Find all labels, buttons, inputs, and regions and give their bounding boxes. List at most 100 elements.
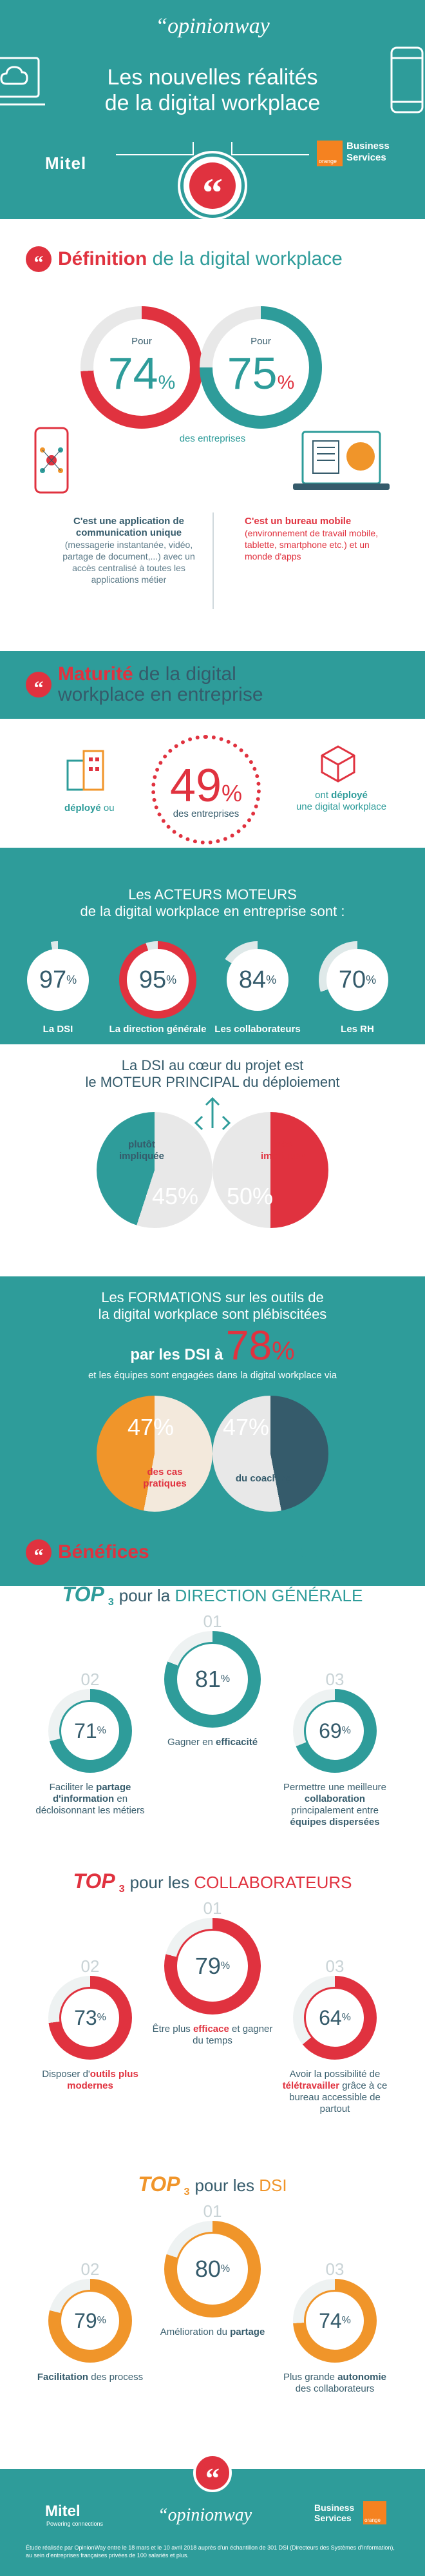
acteur-value: 84	[238, 966, 267, 993]
benefice-pct: %	[341, 2315, 351, 2326]
benefice-value: 79	[74, 2308, 97, 2332]
rank-label: 03	[325, 2259, 345, 2279]
quote-badge: “	[180, 153, 245, 218]
formations-value: par les DSI à 78%	[130, 1322, 295, 1369]
acteurs-title: Les ACTEURS MOTEURS de la digital workpl…	[80, 886, 345, 919]
arrows-up-icon	[194, 1097, 231, 1131]
benefices-title: “ Bénéfices de la digital workplace	[26, 1539, 345, 1566]
benefices-group-title: TOP 3 pour les DSI	[0, 2172, 425, 2198]
rank-label: 02	[80, 1670, 100, 1689]
dsi-right-pie: très impliquée 50%	[212, 1112, 328, 1228]
cube-network-icon	[321, 745, 355, 783]
definition-right-ring: Pour 75%	[200, 306, 322, 429]
benefice-ring: 64%	[293, 1976, 377, 2060]
laptop-globe-icon	[293, 431, 390, 490]
acteur-value: 95	[138, 966, 167, 993]
smartphone-icon	[390, 46, 424, 113]
formations-title: Les FORMATIONS sur les outils de la digi…	[98, 1289, 327, 1322]
phone-network-icon	[34, 427, 69, 494]
maturite-left-text: déployé ou	[64, 803, 115, 814]
three-label: 3	[108, 1597, 114, 1608]
benefice-pct: %	[220, 1673, 231, 1684]
formations-left-pie: 47% des cas pratiques	[97, 1396, 212, 1512]
benefice-text: Plus grande autonomie des collaborateurs	[283, 2372, 387, 2394]
acteur-ring: 95%	[119, 941, 196, 1019]
orange-logo: orange	[317, 141, 343, 166]
des-entreprises-label: des entreprises	[179, 433, 246, 444]
quote-icon: “	[26, 1539, 52, 1566]
benefice-value: 79	[194, 1953, 221, 1979]
footer-mitel-sub: Powering connections	[46, 2521, 104, 2527]
acteur-ring: 97%	[19, 941, 97, 1019]
benefice-text: Gagner en efficacité	[167, 1737, 258, 1748]
group-pour: pour les	[194, 2176, 260, 2195]
acteur-label: Les RH	[341, 1024, 374, 1035]
rank-label: 03	[325, 1956, 345, 1976]
opinionway-logo: “opinionway	[155, 14, 270, 38]
benefice-ring: 80%	[164, 2221, 261, 2317]
benefice-text: Amélioration du partage	[160, 2327, 265, 2337]
benefice-pct: %	[341, 1725, 351, 1736]
benefice-value: 64	[319, 2005, 342, 2029]
group-name: COLLABORATEURS	[194, 1873, 352, 1892]
group-pour: pour la	[118, 1586, 175, 1605]
acteur-label: Les collaborateurs	[214, 1024, 301, 1035]
benefice-text: Disposer d'outils plus modernes	[42, 2069, 138, 2091]
group-name: DSI	[259, 2176, 287, 2195]
formations-right-pie: 47% du coaching	[212, 1396, 328, 1512]
benefice-value: 81	[194, 1666, 221, 1692]
footer-mitel-logo: Mitel	[45, 2503, 80, 2520]
footer-quote-badge: “	[193, 2454, 232, 2494]
benefice-text: Faciliter le partage d'information en dé…	[35, 1782, 145, 1816]
formations-subtitle: et les équipes sont engagées dans la dig…	[88, 1370, 337, 1381]
benefice-ring: 79%	[164, 1918, 261, 2015]
laptop-cloud-icon	[0, 57, 45, 106]
benefice-text: Être plus efficace et gagner du temps	[152, 2024, 273, 2046]
page-title: Les nouvelles réalités de la digital wor…	[104, 65, 321, 115]
top-label: TOP	[138, 2172, 180, 2196]
rank-label: 01	[203, 1612, 222, 1631]
rank-label: 03	[325, 1670, 345, 1689]
benefice-pct: %	[97, 2315, 106, 2326]
acteur-pct: %	[366, 973, 377, 986]
footer: “ Mitel Powering connections “opinionway…	[0, 2454, 425, 2576]
acteur-value: 70	[338, 966, 366, 993]
benefice-ring: 69%	[293, 1689, 377, 1773]
three-label: 3	[118, 1884, 125, 1895]
maturite-ring: 49% des entreprises	[151, 735, 261, 844]
business-services-label: Business Services	[346, 141, 390, 163]
acteur-value: 97	[39, 966, 67, 993]
maturite-title: “ Maturité de la digital workplace en en…	[26, 664, 263, 705]
dsi-left-pie: plutôt impliquée 45%	[97, 1112, 212, 1228]
footer-opinionway-logo: “opinionway	[158, 2505, 252, 2525]
header-banner: “opinionway Les nouvelles réalités de la…	[0, 0, 425, 219]
acteur-ring: 84%	[219, 941, 296, 1019]
quote-icon: “	[26, 246, 52, 273]
benefice-value: 71	[74, 1719, 97, 1742]
rank-label: 02	[80, 2259, 100, 2279]
benefice-value: 74	[319, 2308, 342, 2332]
top-label: TOP	[62, 1583, 104, 1606]
benefice-ring: 81%	[164, 1631, 261, 1728]
benefice-text: Avoir la possibilité de télétravailler g…	[282, 2069, 388, 2114]
benefice-pct: %	[97, 2012, 106, 2023]
dsi-title: La DSI au cœur du projet est le MOTEUR P…	[85, 1057, 340, 1090]
benefice-ring: 74%	[293, 2279, 377, 2363]
benefice-value: 80	[194, 2256, 221, 2282]
benefice-pct: %	[97, 1725, 106, 1736]
benefice-pct: %	[220, 1960, 231, 1971]
maturite-right-text: ont déployé une digital workplace	[296, 790, 387, 812]
rank-label: 01	[203, 2201, 222, 2221]
acteur-label: La direction générale	[109, 1024, 207, 1035]
quote-icon: “	[26, 672, 52, 698]
three-label: 3	[184, 2187, 190, 2198]
benefice-value: 73	[74, 2005, 97, 2029]
group-pour: pour les	[129, 1873, 194, 1892]
benefices-group-title: TOP 3 pour la DIRECTION GÉNÉRALE	[0, 1583, 425, 1608]
definition-right-text: C'est un bureau mobile (environnement de…	[245, 516, 378, 561]
benefice-text: Permettre une meilleure collaboration pr…	[283, 1782, 387, 1828]
benefice-pct: %	[220, 2263, 231, 2274]
footer-business-services: Business Services	[314, 2503, 355, 2523]
acteur-pct: %	[166, 973, 177, 986]
connector-lines	[116, 142, 309, 155]
